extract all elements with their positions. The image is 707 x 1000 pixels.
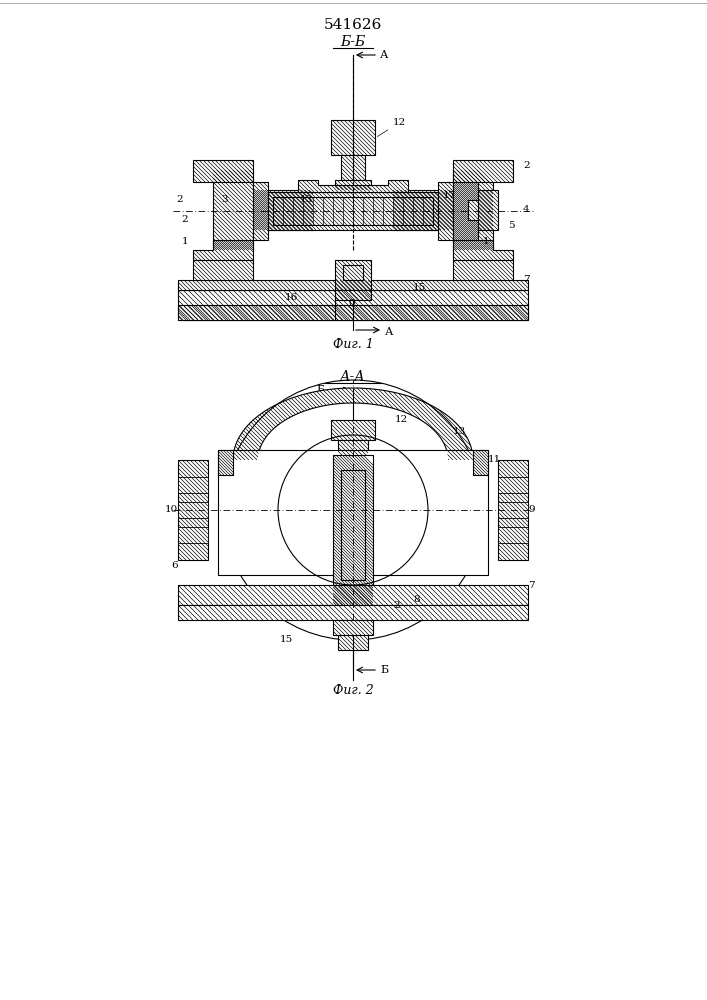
Text: 11: 11 <box>488 456 501 464</box>
Text: 17: 17 <box>443 190 456 200</box>
Text: 10: 10 <box>165 506 178 514</box>
Text: 7: 7 <box>528 580 534 589</box>
Text: 9: 9 <box>528 506 534 514</box>
Polygon shape <box>233 388 473 460</box>
Polygon shape <box>498 460 528 560</box>
Polygon shape <box>335 290 371 300</box>
Text: 8: 8 <box>413 595 420 604</box>
Polygon shape <box>341 155 365 180</box>
Polygon shape <box>218 450 233 475</box>
Polygon shape <box>178 605 528 620</box>
Polygon shape <box>178 280 528 290</box>
Polygon shape <box>178 460 208 560</box>
Polygon shape <box>331 420 375 440</box>
Polygon shape <box>453 260 513 280</box>
Polygon shape <box>193 240 253 260</box>
Text: А: А <box>380 50 388 60</box>
Polygon shape <box>298 180 408 192</box>
Bar <box>178 527 208 543</box>
Text: 15: 15 <box>280 636 293 645</box>
Polygon shape <box>213 170 313 250</box>
Text: Б-Б: Б-Б <box>340 35 366 49</box>
Bar <box>273 197 433 225</box>
Polygon shape <box>438 182 453 240</box>
Polygon shape <box>331 120 375 155</box>
Bar <box>178 502 208 518</box>
Polygon shape <box>478 190 498 230</box>
Text: 13: 13 <box>300 196 313 205</box>
Text: 0: 0 <box>348 298 355 308</box>
Text: Б: Б <box>317 385 325 395</box>
Text: 3: 3 <box>221 196 228 205</box>
Text: 12: 12 <box>378 118 407 137</box>
Polygon shape <box>268 192 438 230</box>
Polygon shape <box>473 450 488 475</box>
Text: 12: 12 <box>395 416 408 424</box>
Polygon shape <box>178 305 528 320</box>
Polygon shape <box>393 170 493 250</box>
Text: 1: 1 <box>483 237 490 246</box>
Polygon shape <box>453 182 478 240</box>
Bar <box>498 527 528 543</box>
Text: 2: 2 <box>182 216 188 225</box>
Text: 5: 5 <box>508 221 515 230</box>
Text: 4: 4 <box>523 206 530 215</box>
Polygon shape <box>338 440 368 455</box>
Polygon shape <box>333 620 373 635</box>
Polygon shape <box>193 260 253 280</box>
Text: 7: 7 <box>523 275 530 284</box>
Polygon shape <box>178 290 528 320</box>
Bar <box>498 477 528 493</box>
Text: 13: 13 <box>453 428 466 436</box>
Text: 2: 2 <box>393 600 399 609</box>
Polygon shape <box>335 260 371 290</box>
Bar <box>218 450 488 575</box>
Text: 2: 2 <box>176 196 183 205</box>
Text: 16: 16 <box>285 294 298 302</box>
Polygon shape <box>333 455 373 605</box>
Polygon shape <box>253 182 268 240</box>
Bar <box>341 470 365 580</box>
Polygon shape <box>193 160 253 182</box>
Text: Фиг. 2: Фиг. 2 <box>332 684 373 696</box>
Text: 1: 1 <box>182 237 188 246</box>
Bar <box>498 502 528 518</box>
Polygon shape <box>453 160 513 182</box>
Polygon shape <box>178 585 528 605</box>
Text: 15: 15 <box>413 284 426 292</box>
Text: Б: Б <box>380 665 388 675</box>
Polygon shape <box>453 240 513 260</box>
Polygon shape <box>338 635 368 650</box>
Polygon shape <box>335 180 371 190</box>
Text: 541626: 541626 <box>324 18 382 32</box>
Text: 6: 6 <box>171 560 178 570</box>
Text: 2: 2 <box>523 160 530 169</box>
Text: А-А: А-А <box>340 370 366 384</box>
Bar <box>343 265 363 280</box>
Text: А: А <box>385 327 393 337</box>
Bar <box>178 477 208 493</box>
Text: Фиг. 1: Фиг. 1 <box>332 338 373 352</box>
